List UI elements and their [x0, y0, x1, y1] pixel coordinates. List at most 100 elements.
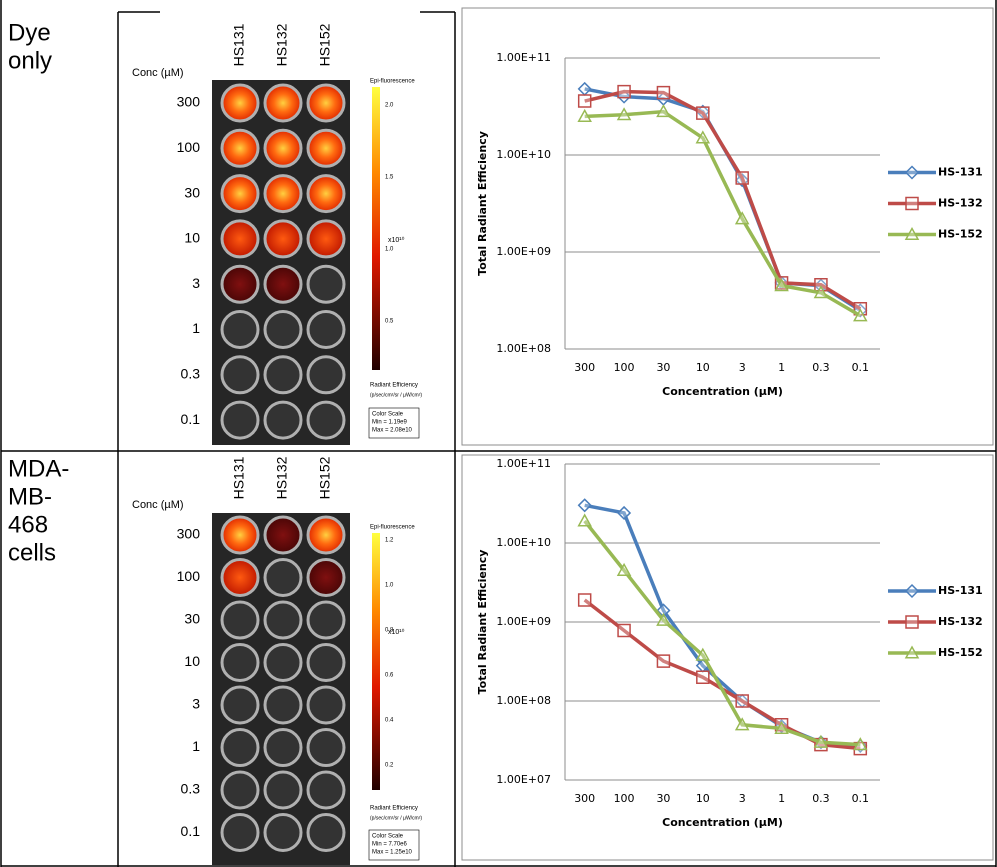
- data-point: [579, 95, 591, 107]
- legend-label: HS-131: [938, 584, 983, 597]
- data-point: [697, 107, 709, 119]
- well: [265, 560, 301, 596]
- conc-label: 30: [184, 611, 200, 627]
- well: [222, 312, 258, 348]
- row-label: 468: [8, 511, 48, 538]
- y-tick-label: 1.00E+07: [496, 773, 551, 786]
- x-tick-label: 100: [614, 361, 635, 374]
- y-tick-label: 1.00E+09: [496, 615, 551, 628]
- data-point: [736, 172, 748, 184]
- well: [265, 176, 301, 212]
- y-axis-title: Total Radiant Efficiency: [476, 131, 489, 276]
- colorbar-tick-label: 0.5: [385, 319, 394, 325]
- x-tick-label: 300: [574, 361, 595, 374]
- well: [308, 176, 344, 212]
- x-tick-label: 30: [656, 361, 670, 374]
- conc-label: 3: [192, 275, 200, 291]
- conc-label: 1: [192, 320, 200, 336]
- legend-marker: [906, 616, 918, 628]
- colorbar-tick-label: 1.5: [385, 175, 394, 181]
- conc-label: 300: [177, 94, 201, 110]
- conc-label: 0.3: [181, 366, 201, 382]
- well: [308, 312, 344, 348]
- conc-label: 10: [184, 653, 200, 669]
- colorbar-title: Epi-fluorescence: [370, 525, 415, 531]
- chart: 1.00E+071.00E+081.00E+091.00E+101.00E+11…: [462, 455, 993, 860]
- y-axis-title: Total Radiant Efficiency: [476, 550, 489, 695]
- x-tick-label: 30: [656, 792, 670, 805]
- conc-label: 1: [192, 738, 200, 754]
- unit-title: Radiant Efficiency: [370, 806, 418, 812]
- data-point: [657, 655, 669, 667]
- legend-label: HS-132: [938, 615, 983, 628]
- well: [222, 266, 258, 302]
- colorbar: [372, 87, 380, 370]
- x-tick-label: 0.1: [852, 792, 870, 805]
- column-label: HS152: [317, 456, 333, 499]
- column-label: HS131: [231, 456, 247, 499]
- conc-label: 300: [177, 526, 201, 542]
- x-tick-label: 3: [739, 361, 746, 374]
- legend-label: HS-152: [938, 646, 983, 659]
- scale-title: Color Scale: [372, 412, 404, 418]
- well: [308, 602, 344, 638]
- well: [308, 357, 344, 393]
- y-tick-label: 1.00E+08: [496, 694, 551, 707]
- well: [308, 130, 344, 166]
- x-tick-label: 300: [574, 792, 595, 805]
- row-label: cells: [8, 539, 56, 566]
- x-axis-title: Concentration (µM): [662, 385, 783, 398]
- well: [222, 85, 258, 121]
- conc-label: 10: [184, 230, 200, 246]
- colorbar-tick-label: 0.6: [385, 673, 394, 679]
- x-tick-label: 0.3: [812, 792, 830, 805]
- well: [222, 176, 258, 212]
- well: [222, 687, 258, 723]
- well: [222, 645, 258, 681]
- y-tick-label: 1.00E+11: [496, 51, 551, 64]
- well: [308, 85, 344, 121]
- well: [308, 402, 344, 438]
- colorbar-tick-label: 1.2: [385, 538, 394, 544]
- data-point: [618, 625, 630, 637]
- well: [308, 730, 344, 766]
- y-tick-label: 1.00E+09: [496, 245, 551, 258]
- column-label: HS152: [317, 23, 333, 66]
- column-label: HS132: [274, 456, 290, 499]
- conc-label: 0.3: [181, 781, 201, 797]
- well: [265, 312, 301, 348]
- well: [265, 687, 301, 723]
- colorbar-tick-label: 0.4: [385, 718, 394, 724]
- figure: DyeonlyMDA-MB-468cellsHS131HS132HS152Con…: [0, 0, 997, 867]
- row-label: MB-: [8, 483, 52, 510]
- unit: (p/sec/cm²/sr / µW/cm²): [370, 392, 422, 398]
- data-point: [657, 87, 669, 99]
- chart-frame: [462, 8, 993, 445]
- well: [308, 772, 344, 808]
- legend-label: HS-131: [938, 166, 983, 179]
- legend-label: HS-152: [938, 228, 983, 241]
- scale-max: Max = 2.08e10: [372, 428, 413, 434]
- well: [222, 221, 258, 257]
- data-point: [579, 594, 591, 606]
- conc-label: 30: [184, 184, 200, 200]
- well: [265, 730, 301, 766]
- well: [265, 402, 301, 438]
- well: [222, 357, 258, 393]
- conc-header: Conc (µM): [132, 67, 184, 79]
- unit: (p/sec/cm²/sr / µW/cm²): [370, 815, 422, 821]
- well: [265, 85, 301, 121]
- well: [222, 130, 258, 166]
- legend-marker: [906, 198, 918, 210]
- colorbar-tick-label: 1.0: [385, 583, 394, 589]
- x-tick-label: 100: [614, 792, 635, 805]
- well: [222, 560, 258, 596]
- conc-label: 100: [177, 139, 201, 155]
- well: [308, 687, 344, 723]
- row-label: only: [8, 47, 52, 74]
- well: [308, 815, 344, 851]
- data-point: [697, 671, 709, 683]
- well: [308, 560, 344, 596]
- conc-label: 100: [177, 568, 201, 584]
